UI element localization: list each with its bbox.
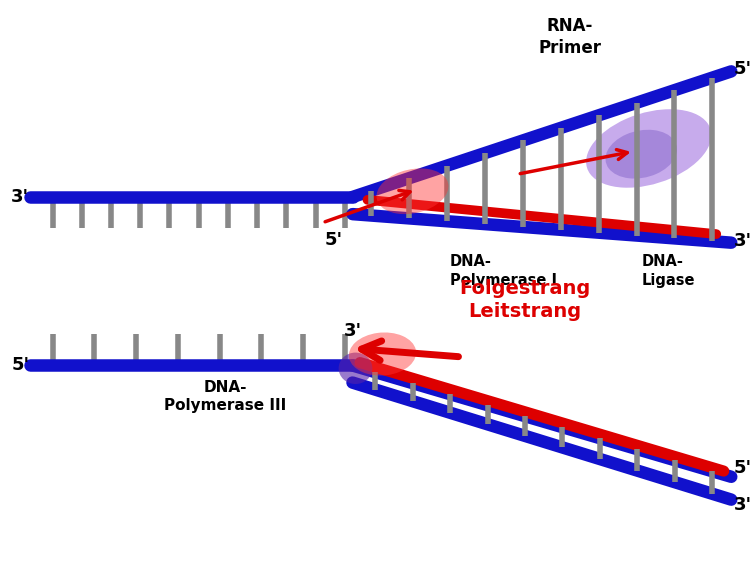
- Ellipse shape: [376, 168, 448, 214]
- Text: 3': 3': [344, 322, 362, 340]
- Ellipse shape: [349, 332, 416, 376]
- Text: DNA-
Polymerase I: DNA- Polymerase I: [450, 254, 557, 288]
- Text: 3': 3': [734, 232, 750, 250]
- Text: 5': 5': [734, 59, 750, 78]
- Text: RNA-
Primer: RNA- Primer: [538, 17, 602, 57]
- Text: 3': 3': [734, 496, 750, 514]
- Text: 5': 5': [11, 356, 29, 375]
- Text: DNA-
Ligase: DNA- Ligase: [641, 254, 694, 288]
- Ellipse shape: [586, 109, 712, 188]
- Text: Leitstrang: Leitstrang: [469, 301, 581, 321]
- Text: 3': 3': [11, 188, 29, 206]
- Text: 5': 5': [325, 231, 343, 249]
- Text: Folgestrang: Folgestrang: [459, 279, 591, 298]
- Ellipse shape: [339, 353, 372, 384]
- Ellipse shape: [605, 130, 677, 179]
- Text: 5': 5': [734, 459, 750, 477]
- Text: DNA-
Polymerase III: DNA- Polymerase III: [164, 380, 286, 413]
